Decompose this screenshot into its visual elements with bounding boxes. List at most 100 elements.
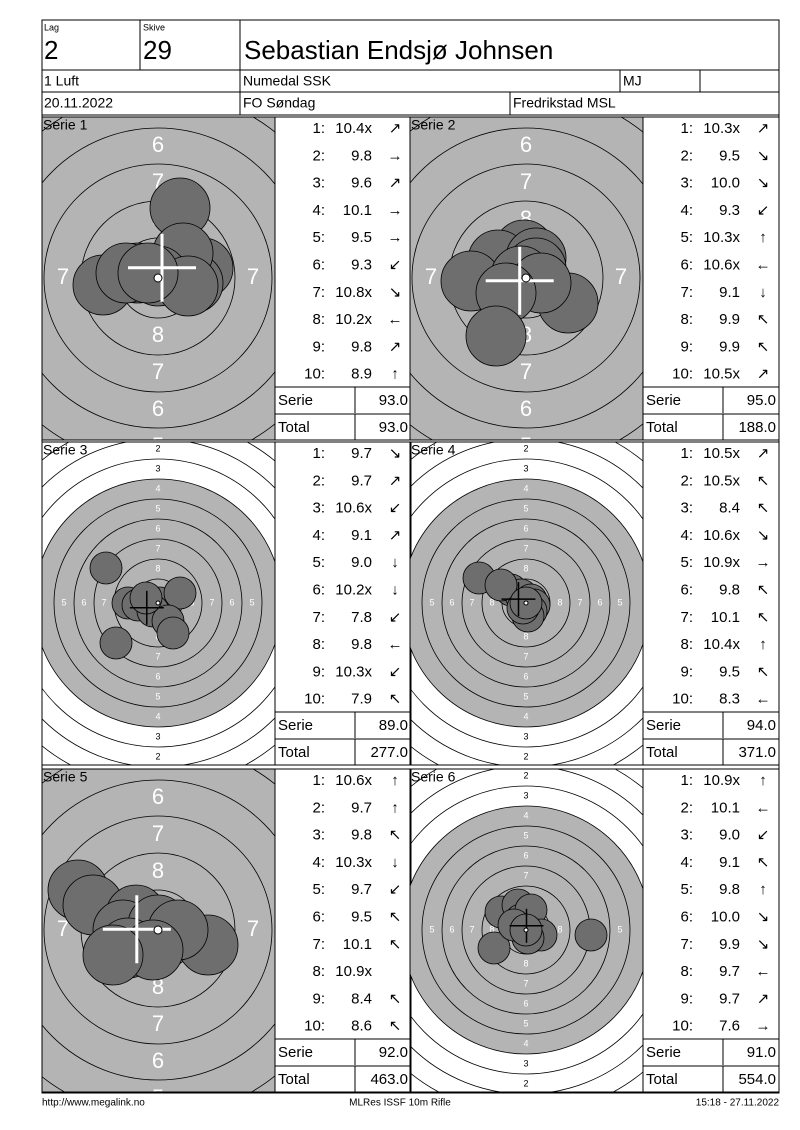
shot-number: 3: <box>680 175 693 192</box>
center-mark <box>523 600 529 606</box>
shot-number: 8: <box>312 636 325 653</box>
shot-direction: ↗ <box>389 338 402 355</box>
shot-number: 9: <box>312 990 325 1007</box>
ring-label: 3 <box>523 463 528 473</box>
shot-score: 7.6 <box>719 1018 740 1035</box>
ring-label: 5 <box>520 433 532 458</box>
ring-label: 2 <box>523 443 528 453</box>
shot-score: 9.5 <box>719 663 740 680</box>
shot-score: 10.8x <box>335 284 372 301</box>
shot-direction: ↗ <box>757 366 770 383</box>
shot-direction: ← <box>388 311 403 328</box>
ring <box>53 498 263 708</box>
shot-number: 4: <box>680 527 693 544</box>
shot-number: 1: <box>680 120 693 137</box>
shot-number: 7: <box>312 284 325 301</box>
shot-direction: ↖ <box>757 609 770 626</box>
shot-number: 9: <box>680 990 693 1007</box>
ring-label: 6 <box>520 396 532 421</box>
shot-number: 6: <box>312 581 325 598</box>
shot-number: 7: <box>312 609 325 626</box>
ring-label: 7 <box>615 264 627 289</box>
shot-number: 7: <box>680 936 693 953</box>
shot-score: 9.1 <box>719 854 740 871</box>
shot-number: 2: <box>680 147 693 164</box>
shot-number: 7: <box>680 609 693 626</box>
club: Numedal SSK <box>243 73 332 89</box>
shot-number: 8: <box>312 963 325 980</box>
shot-number: 10: <box>672 1018 693 1035</box>
series-title: Serie 1 <box>43 117 88 133</box>
center-mark <box>153 273 163 283</box>
ring-label: 6 <box>449 924 454 934</box>
ring-label: 4 <box>523 810 528 820</box>
ring-label: 6 <box>523 998 528 1008</box>
center-mark <box>153 925 163 935</box>
ring-label: 7 <box>247 916 259 941</box>
shot-direction: ↙ <box>389 663 402 680</box>
shot-direction: ↖ <box>757 500 770 517</box>
ring-label: 5 <box>249 597 254 607</box>
ring-label: 7 <box>523 870 528 880</box>
ring-label: 5 <box>617 924 622 934</box>
shot-number: 10: <box>672 691 693 708</box>
ring-label: 6 <box>152 396 164 421</box>
code: MJ <box>623 73 642 89</box>
shot-direction: ↑ <box>391 772 399 789</box>
shot-number: 3: <box>680 827 693 844</box>
shot-score: 8.4 <box>351 990 372 1007</box>
ring-label: 7 <box>247 264 259 289</box>
shot-number: 10: <box>304 1018 325 1035</box>
shot-number: 2: <box>680 799 693 816</box>
ring-label: 3 <box>523 731 528 741</box>
skive-label: Skive <box>143 22 165 32</box>
shot-score: 10.6x <box>703 256 740 273</box>
ring-label: 5 <box>152 747 164 772</box>
ring-label: 6 <box>523 850 528 860</box>
shot-direction: ↑ <box>759 229 767 246</box>
ring-label: 5 <box>523 830 528 840</box>
running-total: 371.0 <box>738 744 776 761</box>
ring <box>481 558 571 648</box>
shot-score: 10.1 <box>711 799 740 816</box>
ring <box>43 815 273 1045</box>
ring-label: 2 <box>523 1078 528 1088</box>
running-total: 277.0 <box>370 744 408 761</box>
series-title: Serie 4 <box>411 442 456 458</box>
ring-label: 8 <box>489 924 494 934</box>
running-total: 188.0 <box>738 419 776 436</box>
shot-direction: → <box>388 147 403 164</box>
shot-number: 5: <box>680 229 693 246</box>
ring-label: 5 <box>520 95 532 120</box>
ring <box>42 127 275 429</box>
ring <box>441 518 611 688</box>
event: FO Søndag <box>243 95 315 111</box>
series-title: Serie 5 <box>43 769 88 785</box>
shot-number: 10: <box>304 691 325 708</box>
running-total-label: Total <box>646 419 678 436</box>
ring <box>42 779 275 1081</box>
shot-direction: ↘ <box>389 284 402 301</box>
shot-number: 7: <box>680 284 693 301</box>
ring-label: 6 <box>523 671 528 681</box>
running-total-label: Total <box>278 744 310 761</box>
ring-label: 8 <box>152 322 164 347</box>
shot-direction: → <box>388 202 403 219</box>
shot-direction: ↖ <box>757 338 770 355</box>
series-score-label: Serie <box>646 392 681 409</box>
shot-score: 10.0 <box>711 908 740 925</box>
shot-hole <box>477 931 511 965</box>
ring-label: 5 <box>152 433 164 458</box>
ring-label: 5 <box>523 1018 528 1028</box>
shot-number: 6: <box>680 256 693 273</box>
running-total-label: Total <box>646 744 678 761</box>
shot-number: 7: <box>312 936 325 953</box>
running-total-label: Total <box>278 419 310 436</box>
series-score-label: Serie <box>646 1044 681 1061</box>
ring-label: 7 <box>57 264 69 289</box>
shot-score: 10.1 <box>343 936 372 953</box>
